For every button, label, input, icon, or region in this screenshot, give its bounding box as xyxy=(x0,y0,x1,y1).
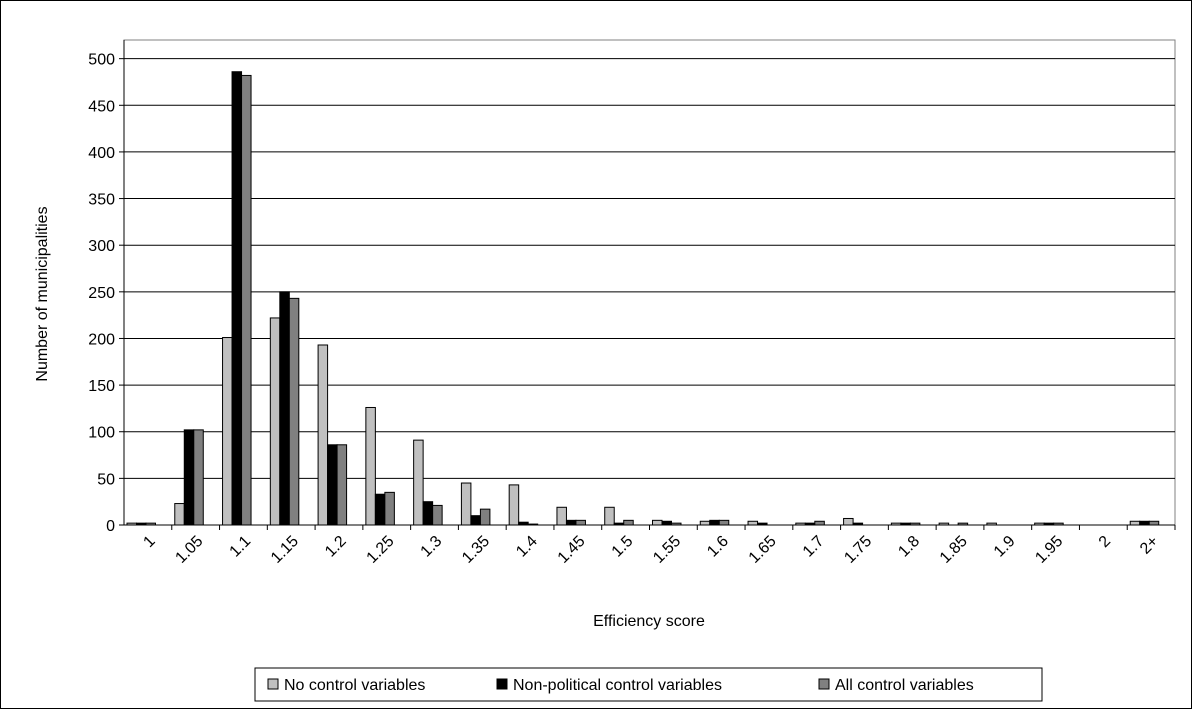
y-axis-title: Number of municipalities xyxy=(34,206,51,381)
y-tick-label: 500 xyxy=(88,52,115,69)
bar xyxy=(709,519,720,526)
x-tick-label: 1.25 xyxy=(364,533,398,567)
bar xyxy=(279,291,290,526)
y-tick-label: 250 xyxy=(88,285,115,302)
x-tick-label: 1.4 xyxy=(513,533,541,561)
y-tick-labels: 0 50 100 150 200 250 300 350 400 450 500 xyxy=(88,52,115,535)
bar xyxy=(843,517,854,526)
x-tick-label: 1.35 xyxy=(459,533,493,567)
bar xyxy=(241,74,252,526)
x-tick-label: 1.65 xyxy=(746,533,780,567)
y-tick-label: 400 xyxy=(88,145,115,162)
legend-frame xyxy=(254,667,1043,702)
y-tick-label: 0 xyxy=(106,518,115,535)
bar xyxy=(193,429,204,526)
y-tick-label: 200 xyxy=(88,331,115,348)
bar xyxy=(365,406,376,526)
bar xyxy=(747,520,759,526)
x-tick-label: 1.95 xyxy=(1032,533,1066,567)
bar xyxy=(413,439,424,526)
x-tick-label: 2 xyxy=(1096,533,1114,551)
x-tick-label: 1.15 xyxy=(268,533,302,567)
bar xyxy=(460,482,472,526)
bar xyxy=(269,317,281,526)
x-tick-label: 1.75 xyxy=(841,533,875,567)
bar xyxy=(575,519,586,526)
x-axis-title: Efficiency score xyxy=(593,613,705,630)
bar xyxy=(327,444,338,526)
x-tick-label: 1.05 xyxy=(172,533,206,567)
x-tick-label: 1.5 xyxy=(609,533,637,561)
bar xyxy=(699,520,711,526)
bar xyxy=(317,344,329,526)
bar xyxy=(336,444,348,526)
x-tick-label: 1.85 xyxy=(937,533,971,567)
bar xyxy=(1148,520,1160,526)
x-tick-label: 1.45 xyxy=(555,533,589,567)
axes xyxy=(119,40,1176,530)
bar xyxy=(432,504,443,526)
bar xyxy=(565,519,577,526)
bar xyxy=(508,484,520,526)
bar xyxy=(1139,520,1150,526)
bar xyxy=(422,501,434,526)
bar xyxy=(222,337,233,526)
legend-label: All control variables xyxy=(835,677,974,694)
y-tick-label: 300 xyxy=(88,238,115,255)
legend: No control variables Non-political contro… xyxy=(254,667,1043,702)
legend-swatch xyxy=(496,678,508,690)
bar xyxy=(661,520,672,526)
x-tick-label: 1.9 xyxy=(991,533,1019,561)
legend-label: Non-political control variables xyxy=(513,677,722,694)
bar xyxy=(604,506,615,526)
bar xyxy=(231,71,243,526)
bar xyxy=(814,520,825,526)
x-tick-label: 2+ xyxy=(1137,533,1162,558)
bar xyxy=(470,515,481,526)
bars xyxy=(126,71,1160,526)
x-tick-label: 1.3 xyxy=(418,533,446,561)
x-tick-label: 1.55 xyxy=(650,533,684,567)
bar xyxy=(1129,520,1141,526)
bar xyxy=(288,297,300,526)
legend-label: No control variables xyxy=(284,677,425,694)
bar xyxy=(374,493,386,526)
x-tick-label: 1.1 xyxy=(227,533,255,561)
x-tick-label: 1.2 xyxy=(322,533,350,561)
bar xyxy=(556,506,567,526)
y-tick-label: 50 xyxy=(97,471,115,488)
x-tick-label: 1 xyxy=(140,533,158,551)
bar xyxy=(174,503,185,526)
x-tick-label: 1.6 xyxy=(704,533,732,561)
bar xyxy=(718,519,730,526)
bar xyxy=(479,508,491,526)
bar xyxy=(652,519,663,526)
y-tick-label: 450 xyxy=(88,98,115,115)
legend-swatch xyxy=(818,678,830,690)
bar xyxy=(384,491,395,526)
y-tick-label: 350 xyxy=(88,192,115,209)
x-tick-label: 1.7 xyxy=(800,533,828,561)
y-tick-label: 100 xyxy=(88,425,115,442)
bar xyxy=(623,519,634,526)
legend-swatch xyxy=(267,678,279,690)
y-tick-label: 150 xyxy=(88,378,115,395)
bar xyxy=(183,429,195,526)
x-tick-label: 1.8 xyxy=(895,533,923,561)
x-tick-labels: 1 1.05 1.1 1.15 1.2 1.25 1.3 1.35 1.4 1.45 1.5 1.55… xyxy=(140,533,1162,567)
